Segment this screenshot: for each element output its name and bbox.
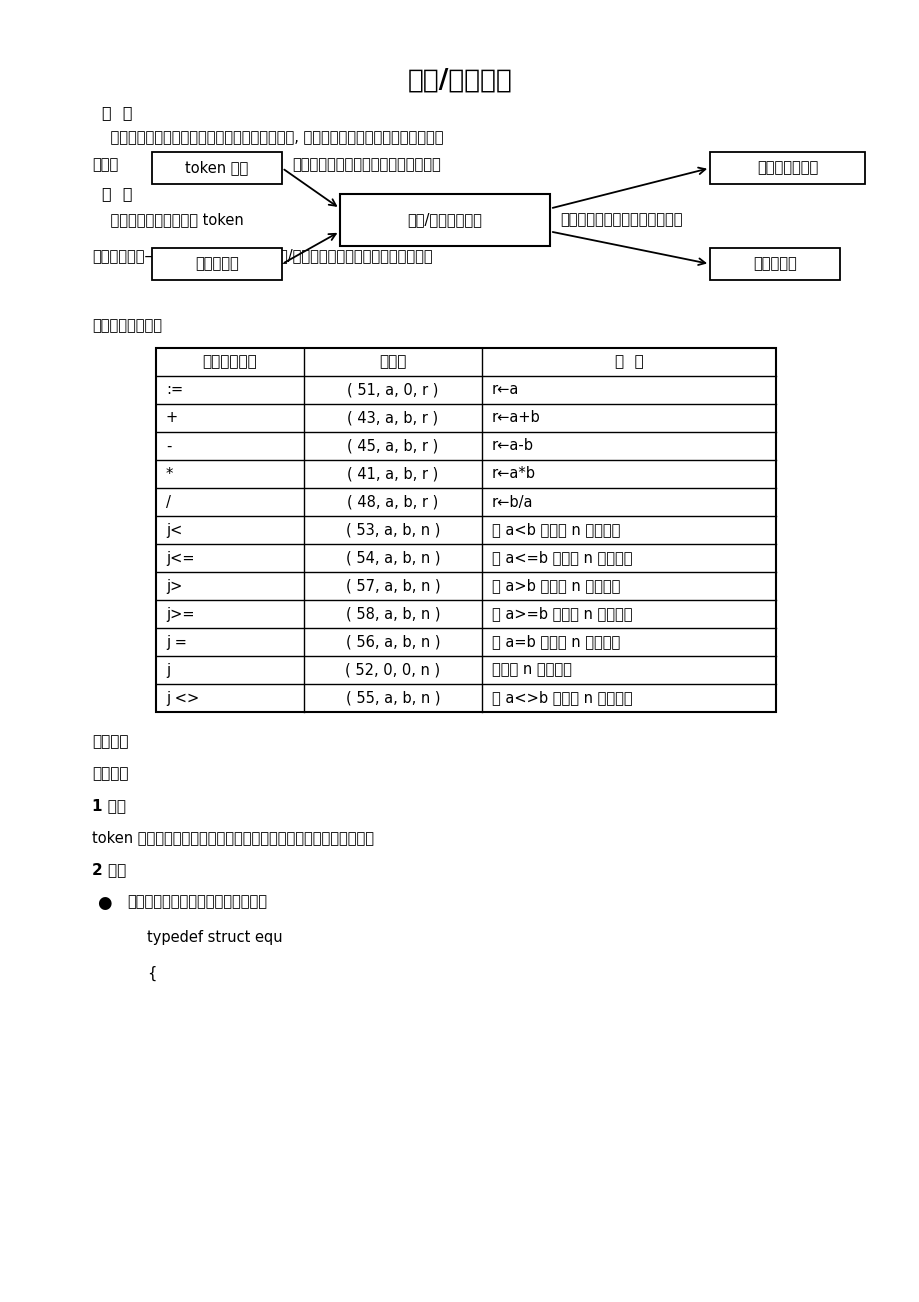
Text: ，完成语法和语义分析，产生相: ，完成语法和语义分析，产生相 (560, 212, 682, 227)
Text: -: - (165, 439, 171, 453)
Text: 任  务: 任 务 (102, 186, 132, 201)
Text: 若 a<=b 转至第 n 个四元式: 若 a<=b 转至第 n 个四元式 (492, 551, 632, 565)
Bar (340, 194, 550, 246)
Text: r←a*b: r←a*b (492, 466, 536, 482)
Text: r←a: r←a (492, 383, 519, 397)
Bar (156, 348, 775, 712)
Text: token 文件: token 文件 (185, 160, 248, 176)
Text: ( 45, a, b, r ): ( 45, a, b, r ) (347, 439, 438, 453)
Text: +: + (165, 410, 178, 426)
Bar (152, 152, 282, 184)
Text: 语法/语义分析程序: 语法/语义分析程序 (407, 212, 482, 228)
Text: ( 58, a, b, n ): ( 58, a, b, n ) (346, 607, 440, 621)
Text: 语法/语义分析: 语法/语义分析 (407, 68, 512, 94)
Bar (709, 247, 839, 280)
Text: 列进行: 列进行 (92, 158, 119, 172)
Text: ( 57, a, b, n ): ( 57, a, b, n ) (346, 578, 440, 594)
Text: ( 55, a, b, n ): ( 55, a, b, n ) (346, 690, 440, 706)
Text: 意  义: 意 义 (614, 354, 642, 370)
Text: 在词法分析程序产生的 token: 在词法分析程序产生的 token (92, 212, 244, 227)
Text: j>=: j>= (165, 607, 194, 621)
Text: ( 54, a, b, n ): ( 54, a, b, n ) (346, 551, 440, 565)
Text: 若 a>=b 转至第 n 个四元式: 若 a>=b 转至第 n 个四元式 (492, 607, 632, 621)
Text: 若 a>b 转至第 n 个四元式: 若 a>b 转至第 n 个四元式 (492, 578, 619, 594)
Text: 四元式序列文件: 四元式序列文件 (756, 160, 817, 176)
Text: 实验正文: 实验正文 (92, 734, 129, 749)
Text: *: * (165, 466, 173, 482)
Text: j: j (165, 663, 170, 677)
Text: 四元式序列文件，其纪录结构如下：: 四元式序列文件，其纪录结构如下： (127, 894, 267, 909)
Text: ( 52, 0, 0, n ): ( 52, 0, 0, n ) (345, 663, 440, 677)
Text: 转至第 n 个四元式: 转至第 n 个四元式 (492, 663, 572, 677)
Text: token 文件、符号表文件，其数据结构与词法分析产生的文件相同。: token 文件、符号表文件，其数据结构与词法分析产生的文件相同。 (92, 829, 374, 845)
Text: r←b/a: r←b/a (492, 495, 533, 509)
Text: 采用如下四元式：: 采用如下四元式： (92, 318, 162, 333)
Text: 应的中间代码——四元式序列。在此，可把语法/语义分析作为独立的一道进行处理。: 应的中间代码——四元式序列。在此，可把语法/语义分析作为独立的一道进行处理。 (92, 247, 432, 263)
Text: 数据结构: 数据结构 (92, 766, 129, 781)
Text: 若 a=b 转至第 n 个四元式: 若 a=b 转至第 n 个四元式 (492, 634, 619, 650)
Text: ( 43, a, b, r ): ( 43, a, b, r ) (347, 410, 438, 426)
Text: 1 输入: 1 输入 (92, 798, 126, 812)
Text: ( 48, a, b, r ): ( 48, a, b, r ) (347, 495, 438, 509)
Text: j <>: j <> (165, 690, 199, 706)
Bar (152, 247, 282, 280)
Text: ( 51, a, 0, r ): ( 51, a, 0, r ) (347, 383, 438, 397)
Text: j<: j< (165, 522, 182, 538)
Text: 目  的: 目 的 (102, 105, 132, 120)
Text: j =: j = (165, 634, 187, 650)
Text: 若 a<b 转至第 n 个四元式: 若 a<b 转至第 n 个四元式 (492, 522, 619, 538)
Text: 析，进一步掌握常用的语法分析方法。: 析，进一步掌握常用的语法分析方法。 (291, 158, 440, 172)
Text: 符号表文件: 符号表文件 (753, 256, 796, 272)
Text: ●: ● (96, 894, 111, 911)
Text: {: { (147, 966, 156, 982)
Text: /: / (165, 495, 171, 509)
Bar (709, 152, 864, 184)
Text: 符号表文件: 符号表文件 (195, 256, 239, 272)
Text: typedef struct equ: typedef struct equ (147, 930, 282, 945)
Text: :=: := (165, 383, 183, 397)
Text: ( 56, a, b, n ): ( 56, a, b, n ) (346, 634, 440, 650)
Text: 通过设计、编制、调试一个典型的语法分析程序, 实现对词法分析程序所提供的单词序: 通过设计、编制、调试一个典型的语法分析程序, 实现对词法分析程序所提供的单词序 (92, 130, 443, 145)
Text: 2 输出: 2 输出 (92, 862, 126, 878)
Text: 四元式: 四元式 (379, 354, 406, 370)
Text: r←a+b: r←a+b (492, 410, 540, 426)
Text: j<=: j<= (165, 551, 194, 565)
Text: j>: j> (165, 578, 182, 594)
Text: 操作码助记符: 操作码助记符 (202, 354, 257, 370)
Text: ( 53, a, b, n ): ( 53, a, b, n ) (346, 522, 439, 538)
Text: ( 41, a, b, r ): ( 41, a, b, r ) (347, 466, 438, 482)
Text: 若 a<>b 转至第 n 个四元式: 若 a<>b 转至第 n 个四元式 (492, 690, 632, 706)
Text: r←a-b: r←a-b (492, 439, 533, 453)
